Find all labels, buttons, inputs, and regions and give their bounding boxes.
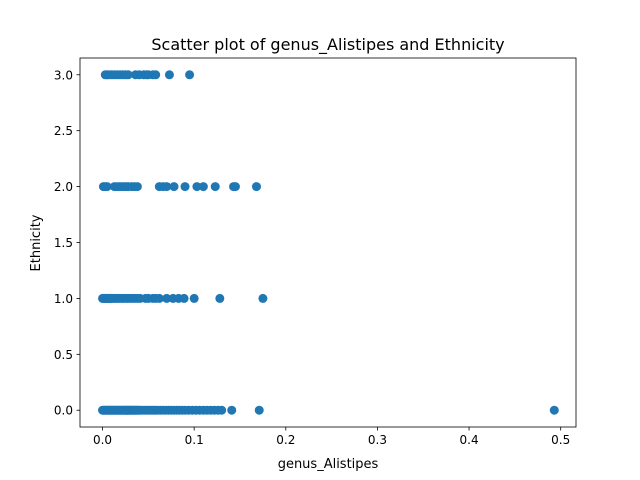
data-point [169, 182, 179, 192]
x-axis-ticks: 0.0 0.1 0.2 0.3 0.4 0.5 [93, 427, 570, 447]
data-point [162, 182, 172, 192]
y-axis-ticks: 0.0 0.5 1.0 1.5 2.0 2.5 3.0 [54, 68, 80, 418]
y-tick-label: 3.0 [54, 68, 73, 82]
y-tick-label: 1.5 [54, 236, 73, 250]
data-point [185, 70, 195, 80]
data-point [549, 405, 559, 415]
data-point [164, 70, 174, 80]
data-point [151, 70, 161, 80]
data-point [180, 182, 190, 192]
axes-background [80, 58, 576, 427]
data-point [251, 182, 261, 192]
data-point [210, 182, 220, 192]
x-tick-label: 0.3 [368, 433, 387, 447]
data-point [230, 182, 240, 192]
data-point [217, 405, 227, 415]
data-point [154, 293, 164, 303]
data-point [258, 293, 268, 303]
y-tick-label: 1.0 [54, 292, 73, 306]
data-point [192, 182, 202, 192]
points-layer [98, 70, 559, 415]
x-tick-label: 0.5 [551, 433, 570, 447]
data-point [227, 405, 237, 415]
data-point [132, 182, 142, 192]
data-point [123, 70, 133, 80]
x-tick-label: 0.2 [276, 433, 295, 447]
data-point [179, 293, 189, 303]
data-point [254, 405, 264, 415]
chart-title: Scatter plot of genus_Alistipes and Ethn… [151, 35, 504, 55]
data-point [198, 182, 208, 192]
y-tick-label: 0.0 [54, 404, 73, 418]
y-axis-label: Ethnicity [29, 214, 44, 271]
y-tick-label: 2.0 [54, 180, 73, 194]
plot-area [79, 57, 577, 428]
data-point [215, 293, 225, 303]
x-axis-label: genus_Alistipes [278, 457, 379, 472]
data-point [102, 182, 112, 192]
x-tick-label: 0.4 [460, 433, 479, 447]
x-tick-label: 0.0 [93, 433, 112, 447]
y-tick-label: 0.5 [54, 348, 73, 362]
x-tick-label: 0.1 [185, 433, 204, 447]
data-point [162, 293, 172, 303]
y-tick-label: 2.5 [54, 124, 73, 138]
data-point [189, 293, 199, 303]
